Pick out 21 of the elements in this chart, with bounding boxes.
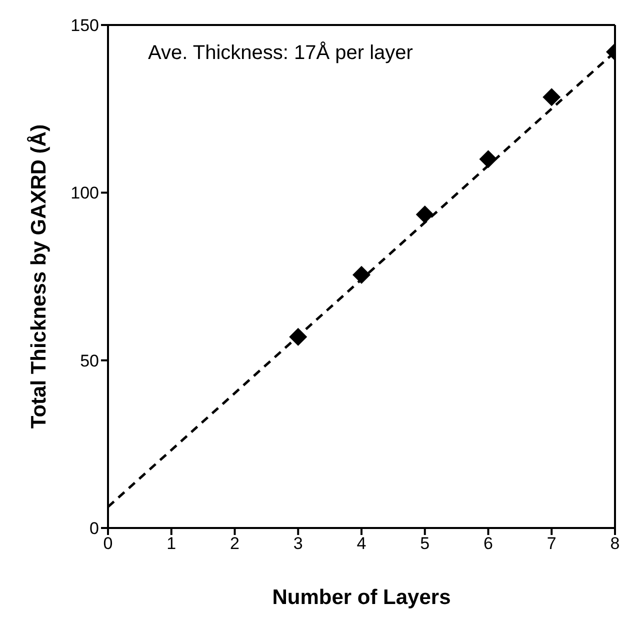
- x-tick-label: 1: [166, 534, 176, 554]
- y-tick-label: 0: [90, 519, 99, 538]
- point: [352, 266, 370, 284]
- y-axis-title: Total Thickness by GAXRD (Å): [26, 124, 50, 429]
- x-tick-label: 2: [230, 534, 240, 554]
- y-tick-label: 100: [70, 184, 99, 203]
- x-tick-label: 6: [484, 534, 493, 554]
- x-tick-label: 8: [610, 534, 620, 554]
- point: [289, 328, 308, 346]
- x-tick-label: 4: [356, 534, 366, 554]
- y-tick-label: 150: [70, 16, 99, 36]
- point: [542, 88, 561, 106]
- x-tick-label: 7: [546, 534, 556, 554]
- y-tick-label: 50: [80, 351, 99, 370]
- x-axis-title: Number of Layers: [272, 586, 451, 609]
- x-tick-label: 5: [420, 534, 430, 554]
- point: [479, 150, 498, 168]
- x-tick-label: 0: [103, 534, 113, 554]
- x-tick-label: 3: [293, 534, 303, 554]
- point: [416, 205, 434, 224]
- annotation: Ave. Thickness: 17Å per layer: [148, 42, 413, 65]
